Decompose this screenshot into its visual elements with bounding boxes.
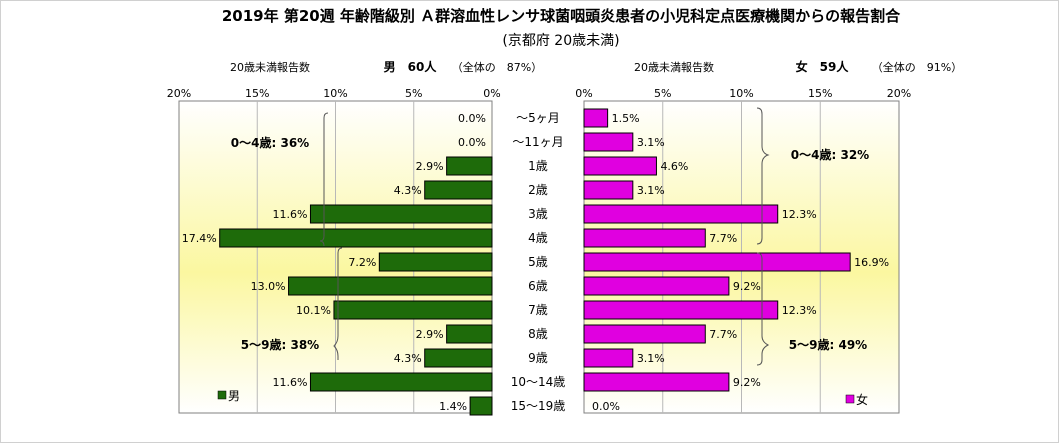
male-data-label: 10.1% bbox=[296, 304, 331, 317]
female-data-label: 12.3% bbox=[782, 208, 817, 221]
category-label: 10～14歳 bbox=[511, 375, 566, 389]
category-label: 4歳 bbox=[528, 231, 548, 245]
female-data-label: 3.1% bbox=[637, 136, 665, 149]
category-label: 5歳 bbox=[528, 255, 548, 269]
male-bar bbox=[424, 348, 493, 368]
female-data-label: 7.7% bbox=[709, 328, 737, 341]
female-data-label: 1.5% bbox=[612, 112, 640, 125]
male-header-label: 20歳未満報告数 bbox=[230, 61, 310, 74]
female-tick-label: 20% bbox=[887, 87, 911, 100]
male-data-label: 0.0% bbox=[458, 136, 486, 149]
female-legend-swatch bbox=[845, 394, 855, 404]
female-legend-label: 女 bbox=[856, 392, 868, 407]
male-bar bbox=[333, 300, 493, 320]
male-tick-label: 20% bbox=[167, 87, 191, 100]
female-bar bbox=[583, 252, 851, 272]
male-tick-label: 0% bbox=[483, 87, 500, 100]
female-data-label: 0.0% bbox=[592, 400, 620, 413]
female-brace-5-9 bbox=[756, 252, 770, 366]
category-label: 1歳 bbox=[528, 159, 548, 173]
female-bar bbox=[583, 348, 634, 368]
female-data-label: 16.9% bbox=[854, 256, 889, 269]
male-data-label: 4.3% bbox=[394, 184, 422, 197]
category-label: 9歳 bbox=[528, 351, 548, 365]
female-brace-0-4 bbox=[756, 107, 770, 245]
male-bar bbox=[446, 324, 493, 344]
category-label: 15～19歳 bbox=[511, 399, 566, 413]
male-data-label: 11.6% bbox=[273, 208, 308, 221]
male-count-label: 男 60人 bbox=[384, 59, 438, 74]
category-label: 7歳 bbox=[528, 303, 548, 317]
male-data-label: 2.9% bbox=[416, 160, 444, 173]
male-tick-label: 5% bbox=[405, 87, 422, 100]
category-label: 2歳 bbox=[528, 183, 548, 197]
male-data-label: 1.4% bbox=[439, 400, 467, 413]
female-bar bbox=[583, 324, 706, 344]
category-label: 8歳 bbox=[528, 327, 548, 341]
female-data-label: 4.6% bbox=[660, 160, 688, 173]
female-tick-label: 5% bbox=[654, 87, 671, 100]
female-bar bbox=[583, 204, 779, 224]
male-bar bbox=[219, 228, 493, 248]
male-legend-label: 男 bbox=[228, 389, 240, 403]
male-bar bbox=[288, 276, 493, 296]
male-data-label: 13.0% bbox=[251, 280, 286, 293]
female-bar bbox=[583, 228, 706, 248]
male-data-label: 4.3% bbox=[394, 352, 422, 365]
female-data-label: 3.1% bbox=[637, 352, 665, 365]
female-bar bbox=[583, 372, 730, 392]
male-group-label-5-9: 5～9歳: 38% bbox=[241, 337, 319, 352]
female-header-label: 20歳未満報告数 bbox=[634, 61, 714, 74]
male-data-label: 11.6% bbox=[273, 376, 308, 389]
female-group-label-0-4: 0～4歳: 32% bbox=[791, 147, 869, 162]
female-data-label: 3.1% bbox=[637, 184, 665, 197]
male-data-label: 2.9% bbox=[416, 328, 444, 341]
female-count-label: 女 59人 bbox=[796, 59, 850, 74]
male-legend-swatch bbox=[217, 390, 227, 400]
female-bar bbox=[583, 108, 609, 128]
male-tick-label: 10% bbox=[323, 87, 347, 100]
male-brace-0-4 bbox=[319, 112, 329, 247]
male-data-label: 0.0% bbox=[458, 112, 486, 125]
category-label: ～5ヶ月 bbox=[516, 111, 560, 125]
female-bar bbox=[583, 180, 634, 200]
male-data-label: 7.2% bbox=[348, 256, 376, 269]
female-bar bbox=[583, 276, 730, 296]
chart-subtitle: (京都府 20歳未満) bbox=[502, 33, 619, 49]
female-tick-label: 0% bbox=[575, 87, 592, 100]
male-group-label-0-4: 0～4歳: 36% bbox=[231, 135, 309, 150]
male-bar bbox=[446, 156, 493, 176]
male-tick-label: 15% bbox=[245, 87, 269, 100]
chart-title: 2019年 第20週 年齢階級別 Ａ群溶血性レンサ球菌咽頭炎患者の小児科定点医療… bbox=[222, 7, 901, 25]
female-data-label: 9.2% bbox=[733, 280, 761, 293]
male-bar bbox=[309, 204, 493, 224]
male-ratio-label: （全体の 87%） bbox=[452, 60, 542, 74]
female-data-label: 7.7% bbox=[709, 232, 737, 245]
female-data-label: 9.2% bbox=[733, 376, 761, 389]
male-bar bbox=[378, 252, 493, 272]
female-tick-label: 15% bbox=[808, 87, 832, 100]
male-brace-5-9 bbox=[333, 247, 343, 360]
category-label: ～11ヶ月 bbox=[512, 135, 563, 149]
male-data-label: 17.4% bbox=[182, 232, 217, 245]
female-bar bbox=[583, 132, 634, 152]
female-data-label: 12.3% bbox=[782, 304, 817, 317]
female-bar bbox=[583, 300, 779, 320]
female-bar bbox=[583, 156, 657, 176]
female-tick-label: 10% bbox=[729, 87, 753, 100]
male-bar bbox=[469, 396, 493, 416]
male-bar bbox=[424, 180, 493, 200]
female-group-label-5-9: 5～9歳: 49% bbox=[789, 337, 867, 352]
male-bar bbox=[309, 372, 493, 392]
category-label: 6歳 bbox=[528, 279, 548, 293]
category-label: 3歳 bbox=[528, 207, 548, 221]
female-ratio-label: （全体の 91%） bbox=[872, 60, 962, 74]
